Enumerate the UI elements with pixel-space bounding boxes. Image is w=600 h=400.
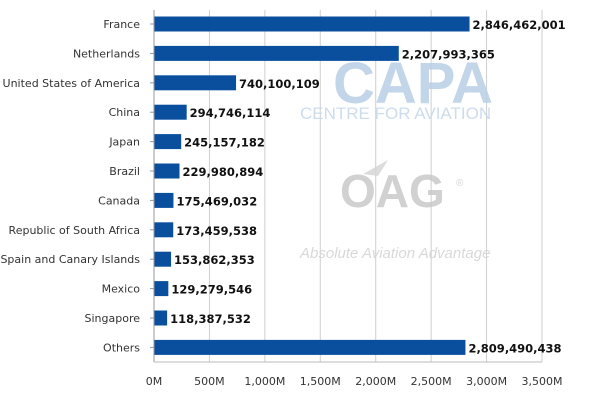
x-tick-label: 3,000M [466, 375, 507, 388]
labels: France 2,846,462,001 Netherlands 2,207,993,… [0, 18, 565, 355]
bar [154, 45, 399, 61]
value-label: 245,157,182 [184, 136, 265, 150]
bar [154, 134, 182, 150]
category-label: Netherlands [73, 47, 140, 60]
bar [154, 310, 168, 326]
capa-subtitle-watermark: CENTRE FOR AVIATION [300, 104, 491, 123]
category-label: Republic of South Africa [9, 224, 140, 237]
bar [154, 16, 470, 32]
category-label: China [109, 106, 140, 119]
oag-tagline-watermark: Absolute Aviation Advantage [299, 245, 490, 262]
x-tick-label: 2,500M [411, 375, 452, 388]
category-label: Mexico [102, 283, 141, 296]
x-tick-label: 3,500M [522, 375, 563, 388]
value-label: 229,980,894 [182, 165, 263, 179]
x-tick-label: 1,000M [244, 375, 285, 388]
value-label: 118,387,532 [170, 312, 251, 326]
category-label: Singapore [85, 312, 141, 325]
bar [154, 251, 172, 267]
category-label: Spain and Canary Islands [0, 253, 140, 266]
value-label: 129,279,546 [171, 283, 252, 297]
bar [154, 222, 174, 238]
value-label: 740,100,109 [239, 77, 320, 91]
bar [154, 281, 169, 297]
bar [154, 104, 187, 120]
gridlines [208, 10, 543, 362]
value-label: 153,862,353 [174, 253, 255, 267]
category-label: Brazil [109, 165, 140, 178]
capa-logo-watermark: CAPA [333, 51, 493, 116]
bar [154, 192, 174, 208]
x-tick-label: 2,000M [355, 375, 396, 388]
value-label: 175,469,032 [176, 194, 257, 208]
x-tick-label: 1,500M [300, 375, 341, 388]
category-label: Others [103, 341, 140, 354]
bar [154, 163, 180, 179]
category-label: France [103, 18, 140, 31]
category-label: United States of America [3, 77, 140, 90]
bars [154, 16, 470, 355]
category-label: Canada [98, 194, 140, 207]
bar [154, 339, 466, 355]
registered-mark-icon: ® [456, 178, 464, 189]
value-label: 2,809,490,438 [468, 341, 561, 355]
value-label: 173,459,538 [176, 224, 257, 238]
bar [154, 75, 237, 91]
x-tick-label: 500M [194, 375, 225, 388]
value-label: 294,746,114 [190, 106, 271, 120]
x-tick-label: 0M [146, 375, 163, 388]
oag-logo-watermark: OAG ® [340, 160, 464, 217]
x-axis: 0M 500M 1,000M 1,500M 2,000M 2,500M 3,000M 3,50… [146, 10, 563, 388]
value-label: 2,846,462,001 [473, 18, 566, 32]
watermarks: CAPA CENTRE FOR AVIATION OAG ® Absolute … [299, 51, 493, 262]
oag-logo-text: OAG [340, 165, 445, 217]
category-label: Japan [108, 136, 140, 149]
value-label: 2,207,993,365 [402, 47, 495, 61]
